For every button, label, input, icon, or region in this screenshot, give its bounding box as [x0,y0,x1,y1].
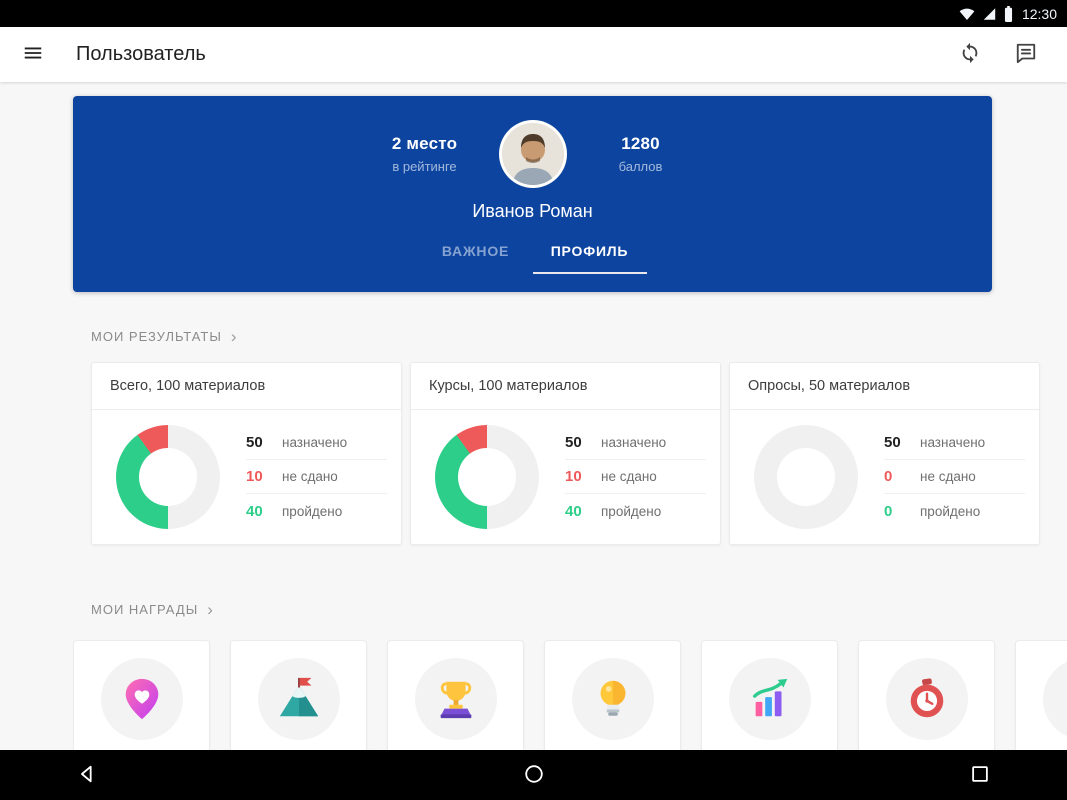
chevron-right-icon: › [207,600,214,619]
donut-chart [754,425,858,529]
assigned-label: назначено [282,435,348,450]
awards-section-header[interactable]: МОИ НАГРАДЫ › [91,601,1067,618]
legend-row-passed: 40 пройдено [246,494,387,528]
legend-row-assigned: 50 назначено [884,426,1025,460]
failed-count: 10 [565,468,582,485]
home-button[interactable] [519,759,549,792]
assigned-count: 50 [565,434,582,451]
messages-icon [1015,42,1037,67]
recents-icon [969,763,991,788]
trophy-icon [414,658,497,740]
legend-row-assigned: 50 назначено [246,426,387,460]
points-value: 1280 [621,134,660,153]
lightbulb-icon [571,658,654,740]
sync-button[interactable] [955,38,985,71]
failed-count: 0 [884,468,893,485]
battery-icon [1004,5,1013,22]
results-section-header[interactable]: МОИ РЕЗУЛЬТАТЫ › [91,328,1067,345]
back-button[interactable] [72,759,102,792]
results-section-title: МОИ РЕЗУЛЬТАТЫ [91,329,222,344]
messages-button[interactable] [1011,38,1041,71]
sync-icon [959,42,981,67]
failed-label: не сдано [282,469,338,484]
app-bar-actions [955,38,1049,71]
legend: 50 назначено 10 не сдано 40 пройдено [246,426,387,528]
awards-section-title: МОИ НАГРАДЫ [91,602,199,617]
legend-row-failed: 10 не сдано [246,460,387,494]
legend-row-failed: 0 не сдано [884,460,1025,494]
avatar[interactable] [498,120,567,188]
app-bar: Пользователь [0,27,1067,82]
heart-pin-icon [100,658,183,740]
status-time: 12:30 [1021,5,1057,22]
result-card-title: Опросы, 50 материалов [730,363,1039,410]
passed-count: 0 [884,502,893,520]
menu-icon [22,42,44,67]
legend-row-assigned: 50 назначено [565,426,706,460]
passed-label: пройдено [282,503,343,519]
rank-label: в рейтинге [392,159,457,174]
partial-award-icon [1042,658,1067,740]
assigned-label: назначено [601,435,667,450]
result-card-courses[interactable]: Курсы, 100 материалов 50 назначено 10 не… [410,362,721,545]
result-card-body: 50 назначено 10 не сдано 40 пройдено [92,410,401,544]
result-card-surveys[interactable]: Опросы, 50 материалов 50 назначено 0 не … [729,362,1040,545]
donut-chart [116,425,220,529]
result-card-total[interactable]: Всего, 100 материалов 50 назначено 10 не… [91,362,402,545]
mountain-flag-icon [257,658,340,740]
legend: 50 назначено 0 не сдано 0 пройдено [884,426,1025,528]
points-stat: 1280 баллов [601,134,681,174]
donut-chart [435,425,539,529]
assigned-count: 50 [246,434,263,451]
passed-count: 40 [246,502,263,520]
tab-profile[interactable]: ПРОФИЛЬ [532,231,647,274]
wifi-icon [959,7,975,21]
failed-label: не сдано [920,469,976,484]
failed-count: 10 [246,468,263,485]
page-title: Пользователь [76,43,206,65]
passed-count: 40 [565,502,582,520]
result-card-body: 50 назначено 10 не сдано 40 пройдено [411,410,720,544]
growth-chart-icon [728,658,811,740]
passed-label: пройдено [601,503,662,519]
assigned-count: 50 [884,434,901,451]
status-bar: 12:30 [0,0,1067,27]
chevron-right-icon: › [230,327,238,346]
legend-row-passed: 0 пройдено [884,494,1025,528]
legend: 50 назначено 10 не сдано 40 пройдено [565,426,706,528]
legend-row-passed: 40 пройдено [565,494,706,528]
passed-label: пройдено [920,503,981,519]
recents-button[interactable] [965,759,995,792]
home-icon [523,763,545,788]
profile-name: Иванов Роман [472,201,593,221]
result-card-body: 50 назначено 0 не сдано 0 пройдено [730,410,1039,544]
rank-value: 2 место [391,134,458,153]
failed-label: не сдано [601,469,657,484]
profile-stats-row: 2 место в рейтинге 1280 баллов [385,120,681,188]
legend-row-failed: 10 не сдано [565,460,706,494]
rank-stat: 2 место в рейтинге [385,134,465,174]
signal-icon [982,7,997,21]
profile-tabs: ВАЖНОЕ ПРОФИЛЬ [419,231,647,274]
clock-icon [885,658,968,740]
tab-important[interactable]: ВАЖНОЕ [441,243,510,259]
profile-card: 2 место в рейтинге 1280 баллов Иванов Ро… [73,96,992,292]
result-card-title: Курсы, 100 материалов [411,363,720,410]
main-content: 2 место в рейтинге 1280 баллов Иванов Ро… [0,82,1067,800]
points-label: баллов [618,159,663,174]
menu-button[interactable] [18,38,48,71]
assigned-label: назначено [920,435,986,450]
navigation-bar [0,750,1067,800]
back-icon [76,763,98,788]
result-card-title: Всего, 100 материалов [92,363,401,410]
results-row: Всего, 100 материалов 50 назначено 10 не… [91,362,1040,545]
